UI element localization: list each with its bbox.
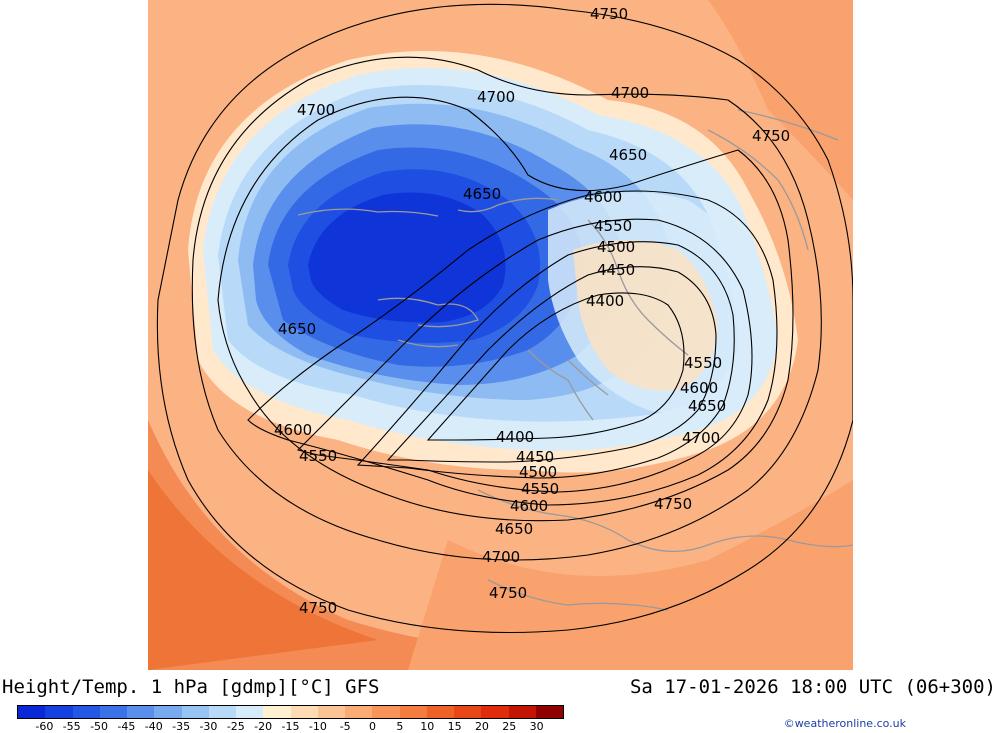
- scale-label: -5: [339, 720, 351, 733]
- scale-swatch: [72, 706, 100, 718]
- scale-swatch: [399, 706, 427, 718]
- scale-swatch: [481, 706, 509, 718]
- scale-swatch: [181, 706, 209, 718]
- scale-label: 5: [396, 720, 404, 733]
- scale-label: 20: [474, 720, 489, 733]
- coastline-siberia: [707, 109, 839, 251]
- scale-label: 30: [529, 720, 544, 733]
- scale-swatch: [345, 706, 373, 718]
- map-title: Height/Temp. 1 hPa [gdmp][°C] GFS: [2, 676, 380, 698]
- contour-4450: [386, 266, 717, 463]
- scale-swatch: [290, 706, 318, 718]
- valid-datetime: Sa 17-01-2026 18:00 UTC (06+300): [629, 676, 996, 698]
- scale-label: -60: [35, 720, 54, 733]
- scale-label: 0: [369, 720, 377, 733]
- scale-label: -50: [90, 720, 109, 733]
- scale-swatch: [99, 706, 127, 718]
- scale-swatch: [18, 706, 46, 718]
- contour-4700: [191, 56, 822, 561]
- scale-swatch: [508, 706, 536, 718]
- contour-4400: [426, 292, 685, 441]
- scale-label: -10: [308, 720, 327, 733]
- scale-swatch: [535, 706, 563, 718]
- scale-swatch: [426, 706, 454, 718]
- scale-swatch: [127, 706, 155, 718]
- contour-4650: [217, 96, 794, 522]
- credit-link[interactable]: ©weatheronline.co.uk: [783, 717, 906, 730]
- mild-core-east: [573, 240, 718, 391]
- scale-swatch: [45, 706, 73, 718]
- contour-4750: [156, 3, 853, 634]
- scale-label: -55: [62, 720, 81, 733]
- scale-label: 25: [502, 720, 517, 733]
- scale-label: -45: [117, 720, 136, 733]
- contour-4500: [356, 241, 735, 479]
- color-scale-labels: -60 -55 -50 -45 -40 -35 -30 -25 -20 -15 -10 -5 0 5 10 1…: [17, 720, 577, 733]
- scale-label: -15: [281, 720, 300, 733]
- contour-4600: [247, 190, 778, 506]
- warm-zone-south: [408, 480, 853, 670]
- scale-swatch: [236, 706, 264, 718]
- scale-label: -35: [172, 720, 191, 733]
- scale-label: -25: [226, 720, 245, 733]
- scale-swatch: [454, 706, 482, 718]
- weather-map: [148, 0, 853, 670]
- coastline-eurasia: [477, 489, 853, 611]
- coastline-arctic: [297, 197, 594, 421]
- scale-label: -40: [144, 720, 163, 733]
- scale-swatch: [372, 706, 400, 718]
- warm-zone-northeast: [708, 0, 853, 200]
- scale-swatch: [263, 706, 291, 718]
- color-scale-bar: [17, 705, 564, 719]
- cold-zone-core: [308, 192, 506, 323]
- scale-label: 10: [420, 720, 435, 733]
- scale-label: -30: [199, 720, 218, 733]
- contour-4550: [296, 218, 753, 493]
- scale-label: -20: [254, 720, 273, 733]
- warm-zone-southwest-core: [148, 470, 378, 670]
- scale-swatch: [317, 706, 345, 718]
- scale-swatch: [154, 706, 182, 718]
- scale-label: 15: [447, 720, 462, 733]
- scale-swatch: [208, 706, 236, 718]
- map-frame: [148, 0, 853, 670]
- coastline-north-atlantic: [567, 219, 689, 396]
